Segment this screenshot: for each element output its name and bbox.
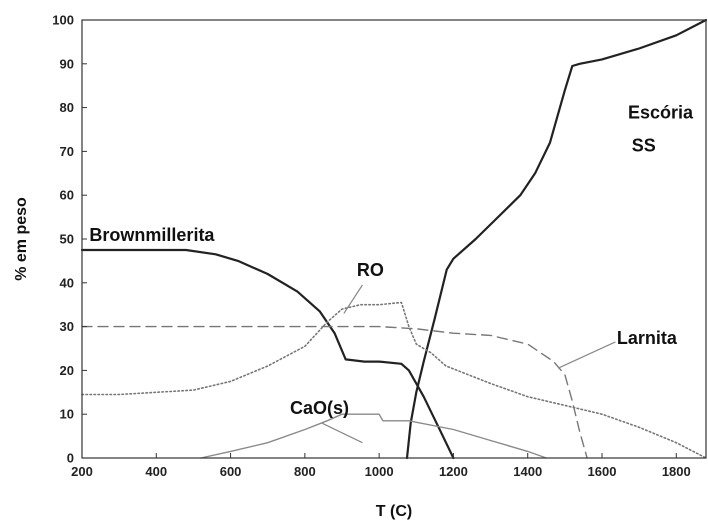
y-ticks: 0 10 20 30 40 50 60 70 80 90 100 xyxy=(52,13,87,466)
y-tick-label: 70 xyxy=(60,144,74,159)
annotation-leader-group xyxy=(321,284,616,444)
y-tick-label: 60 xyxy=(60,188,74,203)
annotation-leader-2 xyxy=(557,341,616,369)
x-tick-label: 400 xyxy=(145,464,167,479)
series-line-3 xyxy=(81,301,707,459)
y-tick-label: 40 xyxy=(60,275,74,290)
annotation-leader-1 xyxy=(343,284,363,314)
y-tick-label: 90 xyxy=(60,56,74,71)
x-tick-label: 600 xyxy=(220,464,242,479)
annotations: Brownmillerita RO CaO(s) Larnita Escória SS xyxy=(89,103,694,419)
y-tick-label: 30 xyxy=(60,319,74,334)
plot-series-group xyxy=(80,18,708,460)
series-line-5 xyxy=(200,413,547,459)
x-tick-label: 800 xyxy=(294,464,316,479)
annotation-larnita: Larnita xyxy=(617,328,678,348)
y-tick-label: 20 xyxy=(60,363,74,378)
x-tick-label: 1600 xyxy=(588,464,617,479)
annotation-ro: RO xyxy=(357,260,384,280)
y-tick-label: 10 xyxy=(60,407,74,422)
annotation-leader-3 xyxy=(321,422,363,444)
series-line-2 xyxy=(405,18,708,460)
annotation-esc-ria: Escória xyxy=(628,103,694,123)
y-tick-label: 80 xyxy=(60,100,74,115)
x-axis-label: T (C) xyxy=(376,503,412,520)
y-tick-label: 50 xyxy=(60,232,74,247)
annotation-cao-s: CaO(s) xyxy=(290,398,349,418)
x-ticks: 200 400 600 800 1000 1200 1400 1600 1800 xyxy=(71,453,691,479)
x-tick-label: 1400 xyxy=(513,464,542,479)
x-tick-label: 1200 xyxy=(439,464,468,479)
y-axis-label: % em peso xyxy=(13,197,30,281)
annotation-brownmillerita: Brownmillerita xyxy=(89,225,215,245)
y-tick-label: 0 xyxy=(67,451,74,466)
series-line-1 xyxy=(80,248,455,460)
x-tick-label: 1800 xyxy=(662,464,691,479)
y-tick-label: 100 xyxy=(52,13,74,28)
annotation-ss: SS xyxy=(632,135,656,155)
series-line-4 xyxy=(81,325,588,459)
x-tick-label: 1000 xyxy=(365,464,394,479)
x-tick-label: 200 xyxy=(71,464,93,479)
